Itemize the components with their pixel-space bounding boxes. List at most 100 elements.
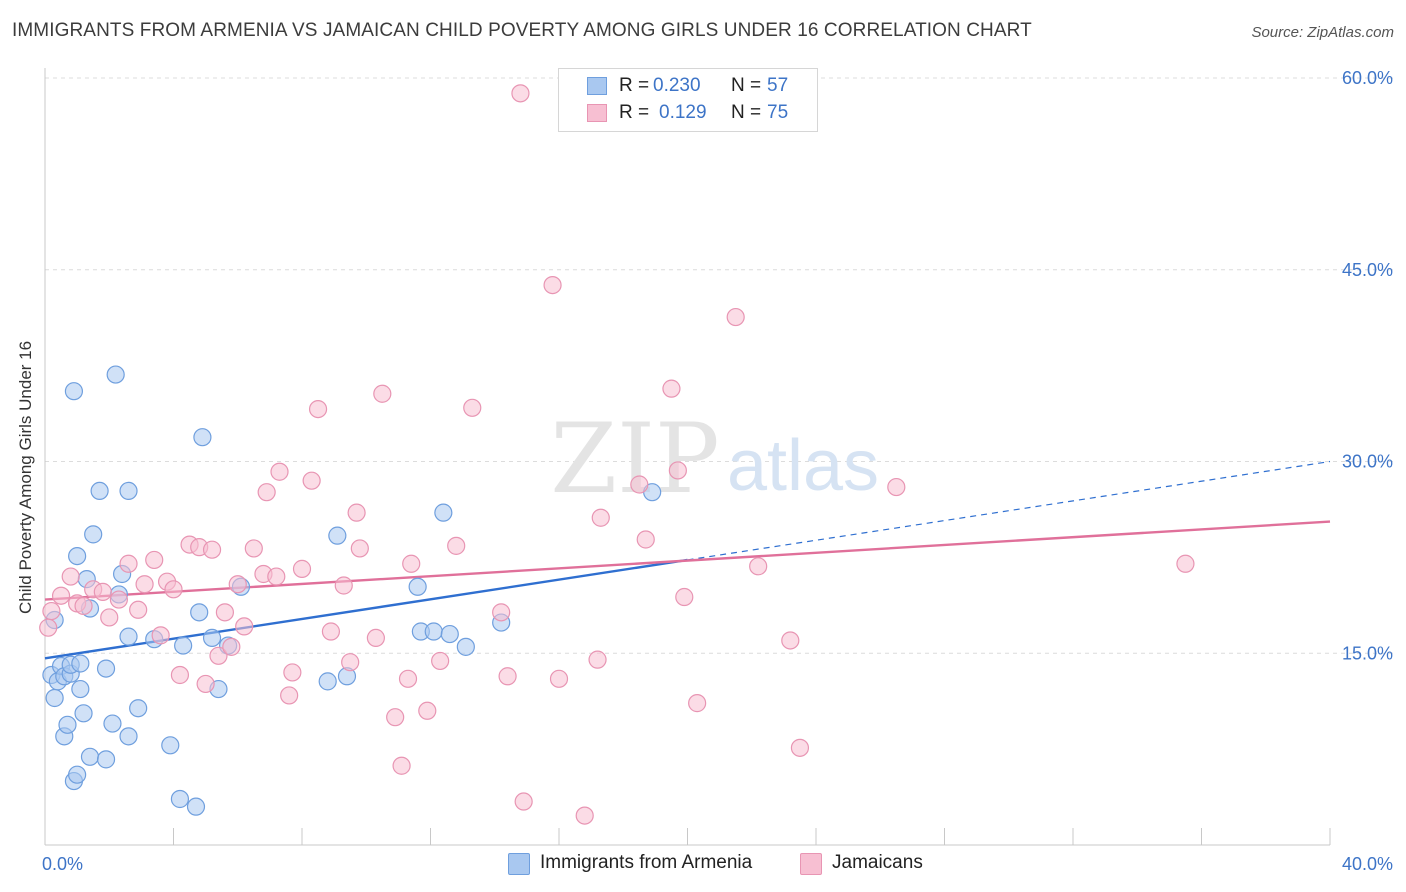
legend-r-label: R = <box>619 75 650 96</box>
data-point <box>292 559 312 578</box>
bottom-legend-label-armenia: Immigrants from Armenia <box>540 852 753 873</box>
legend-r-value: 0.230 <box>653 75 701 96</box>
data-point <box>196 674 215 694</box>
data-point <box>68 546 87 566</box>
legend-r-value: 0.129 <box>659 102 707 123</box>
data-point <box>398 669 418 688</box>
data-point <box>267 567 286 586</box>
data-point <box>170 789 190 809</box>
data-point <box>190 603 209 622</box>
y-tick-label: 45.0% <box>1342 260 1393 280</box>
x-tick-label: 40.0% <box>1342 854 1393 874</box>
data-point <box>235 617 254 636</box>
data-point <box>222 637 241 656</box>
data-point <box>334 576 353 595</box>
trend-line-jamaicans <box>44 520 1331 601</box>
legend-n-value: 75 <box>767 102 789 123</box>
data-point <box>630 475 649 494</box>
data-point <box>549 669 569 688</box>
data-point <box>202 540 222 559</box>
data-point <box>386 708 405 727</box>
data-point <box>96 750 116 769</box>
data-point <box>440 624 459 644</box>
data-point <box>662 379 681 398</box>
axes <box>44 68 1331 846</box>
data-point <box>688 694 707 713</box>
y-tick-label: 15.0% <box>1342 643 1393 663</box>
data-point <box>257 483 276 502</box>
bottom-legend-swatch-armenia <box>508 853 530 875</box>
data-point <box>308 399 328 419</box>
legend-swatch-jamaicans <box>587 104 607 122</box>
data-point <box>51 586 71 605</box>
data-point <box>341 653 360 672</box>
data-point <box>447 536 466 555</box>
data-point <box>790 738 810 757</box>
data-point <box>209 646 228 665</box>
legend-n-label: N = <box>731 102 762 123</box>
data-point <box>193 428 212 447</box>
data-point <box>109 590 128 609</box>
data-point <box>781 631 800 650</box>
data-point <box>498 667 517 686</box>
data-point <box>463 398 482 417</box>
data-point <box>749 557 768 576</box>
data-point <box>588 650 607 669</box>
data-point <box>129 699 148 718</box>
data-point <box>887 477 906 497</box>
tick-labels: 15.0% 30.0% 45.0% 60.0% 0.0% 40.0% <box>42 68 1393 874</box>
data-point <box>80 747 100 766</box>
data-point <box>45 688 64 708</box>
source-label: Source: ZipAtlas.com <box>1251 24 1394 41</box>
data-point <box>161 736 180 755</box>
data-point <box>103 714 122 733</box>
data-point <box>373 384 392 403</box>
stats-legend: R = 0.230 N = 57 R = 0.129 N = 75 <box>558 68 818 132</box>
data-point <box>39 618 58 637</box>
data-point <box>591 508 610 527</box>
chart-title: IMMIGRANTS FROM ARMENIA VS JAMAICAN CHIL… <box>12 20 1032 41</box>
data-point <box>106 365 125 384</box>
data-point <box>119 481 138 501</box>
x-tick-label: 0.0% <box>42 854 83 874</box>
legend-n-value: 57 <box>767 75 789 96</box>
data-point <box>350 539 369 558</box>
data-point <box>675 587 694 607</box>
data-point <box>151 626 170 645</box>
watermark: ZIP atlas <box>550 403 879 515</box>
legend-row-jamaicans: R = 0.129 N = 75 <box>559 100 817 126</box>
data-point <box>71 679 90 699</box>
data-point <box>119 727 138 746</box>
data-point <box>328 526 347 545</box>
data-point <box>135 575 154 594</box>
data-point <box>366 628 385 648</box>
data-point <box>84 525 103 544</box>
data-point <box>215 603 234 622</box>
data-points <box>39 84 1195 825</box>
data-point <box>129 600 148 619</box>
data-point <box>402 554 421 573</box>
trend-extension-armenia <box>687 460 1331 561</box>
data-point <box>408 577 427 596</box>
data-point <box>58 715 77 734</box>
legend-swatch-armenia <box>587 77 607 95</box>
data-point <box>492 603 511 622</box>
data-point <box>511 84 530 103</box>
data-point <box>668 461 687 480</box>
data-point <box>90 481 109 501</box>
data-point <box>186 797 206 816</box>
legend-n-label: N = <box>731 75 762 96</box>
bottom-legend-swatch-jamaicans <box>800 853 822 875</box>
data-point <box>280 686 299 705</box>
series-jamaicans <box>39 84 1195 825</box>
data-point <box>119 627 138 646</box>
data-point <box>321 622 341 641</box>
data-point <box>1176 554 1195 573</box>
data-point <box>575 806 594 825</box>
data-point <box>119 554 138 573</box>
data-point <box>164 580 183 599</box>
watermark-zip: ZIP <box>550 403 719 515</box>
data-point <box>431 651 450 671</box>
data-point <box>434 503 453 522</box>
data-point <box>636 530 655 549</box>
